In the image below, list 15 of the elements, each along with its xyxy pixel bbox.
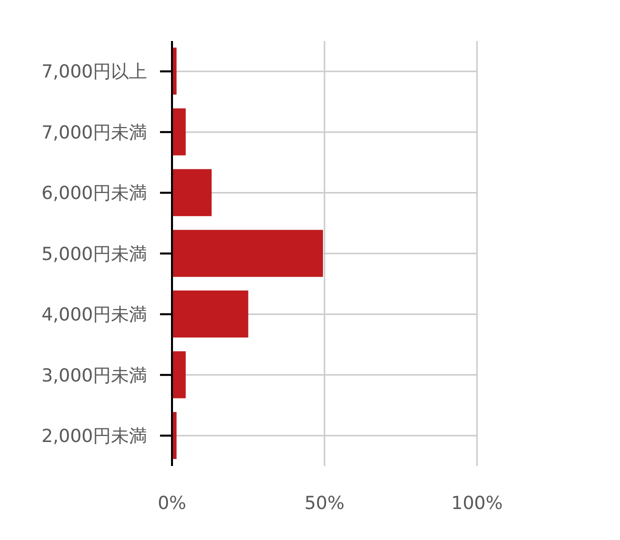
bar [172, 290, 248, 338]
bar [172, 351, 186, 398]
bar [172, 230, 323, 277]
y-tick-label: 2,000円未満 [41, 426, 147, 448]
y-tick-label: 7,000円未満 [41, 122, 147, 144]
x-tick-label: 100% [451, 492, 503, 514]
y-tick-label: 5,000円未満 [41, 244, 147, 265]
x-tick-label: 0% [158, 492, 186, 514]
bar [172, 169, 212, 216]
y-tick-label: 6,000円未満 [41, 183, 147, 204]
x-tick-label: 50% [304, 492, 345, 514]
y-tick-label: 4,000円未満 [41, 304, 147, 326]
y-tick-label: 3,000円未満 [41, 365, 147, 386]
bar [172, 108, 186, 156]
y-tick-label: 7,000円以上 [41, 62, 147, 83]
